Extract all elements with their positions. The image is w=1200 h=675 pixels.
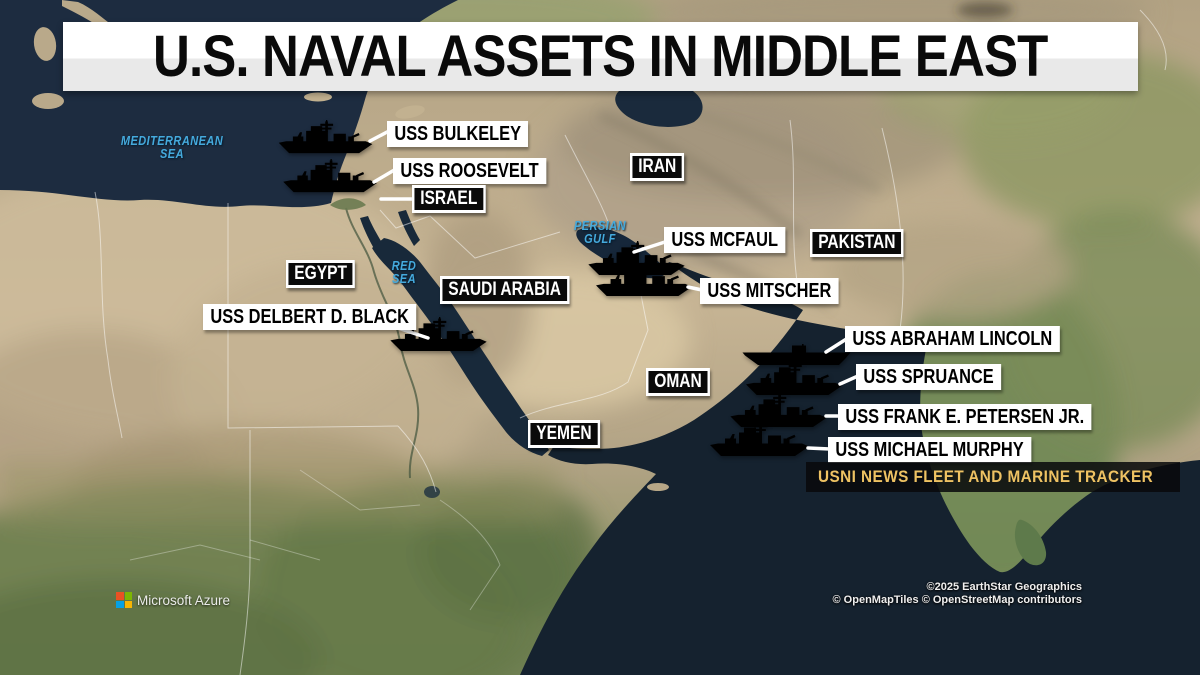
ship-icon-uss-michael-murphy — [710, 421, 810, 458]
usni-source-text: USNI NEWS FLEET AND MARINE TRACKER — [818, 467, 1154, 486]
attribution-line-2: © OpenMapTiles © OpenStreetMap contribut… — [832, 593, 1082, 606]
ship-label-uss-roosevelt: USS ROOSEVELT — [393, 158, 546, 184]
country-label-iran: IRAN — [630, 153, 685, 181]
sea-label-red-sea: RED SEA — [391, 259, 417, 286]
country-label-pakistan: PAKISTAN — [810, 229, 904, 257]
azure-watermark: Microsoft Azure — [116, 592, 230, 608]
ship-label-uss-frank-e-petersen-jr: USS FRANK E. PETERSEN JR. — [838, 404, 1092, 430]
sea-label-mediterranean: MEDITERRANEAN SEA — [120, 134, 224, 161]
ship-label-uss-abraham-lincoln: USS ABRAHAM LINCOLN — [845, 326, 1060, 352]
azure-watermark-label: Microsoft Azure — [137, 592, 231, 608]
ship-label-uss-bulkeley: USS BULKELEY — [387, 121, 529, 147]
ship-label-uss-mcfaul: USS MCFAUL — [664, 227, 786, 253]
usni-source-banner: USNI NEWS FLEET AND MARINE TRACKER — [806, 462, 1180, 492]
ship-icon-uss-bulkeley — [278, 120, 374, 155]
title-banner: U.S. NAVAL ASSETS IN MIDDLE EAST — [63, 22, 1138, 91]
map-attribution: ©2025 EarthStar Geographics © OpenMapTil… — [833, 581, 1082, 606]
sea-label-persian-gulf: PERSIAN GULF — [574, 219, 626, 246]
country-label-yemen: YEMEN — [528, 420, 600, 448]
country-label-egypt: EGYPT — [286, 260, 356, 288]
ship-label-uss-spruance: USS SPRUANCE — [856, 364, 1002, 390]
ship-icon-uss-roosevelt — [282, 159, 379, 194]
ship-label-uss-michael-murphy: USS MICHAEL MURPHY — [828, 437, 1032, 463]
country-label-israel: ISRAEL — [412, 185, 486, 213]
page-title: U.S. NAVAL ASSETS IN MIDDLE EAST — [153, 24, 1048, 89]
ship-icon-uss-mitscher — [596, 262, 693, 298]
country-label-saudi-arabia: SAUDI ARABIA — [440, 276, 570, 304]
microsoft-logo-icon — [116, 592, 132, 608]
attribution-line-1: ©2025 EarthStar Geographics — [926, 581, 1082, 593]
ship-label-uss-delbert-d-black: USS DELBERT D. BLACK — [203, 304, 417, 330]
country-label-oman: OMAN — [646, 368, 711, 396]
ship-icon-uss-spruance — [746, 361, 843, 397]
ship-label-uss-mitscher: USS MITSCHER — [700, 278, 839, 304]
